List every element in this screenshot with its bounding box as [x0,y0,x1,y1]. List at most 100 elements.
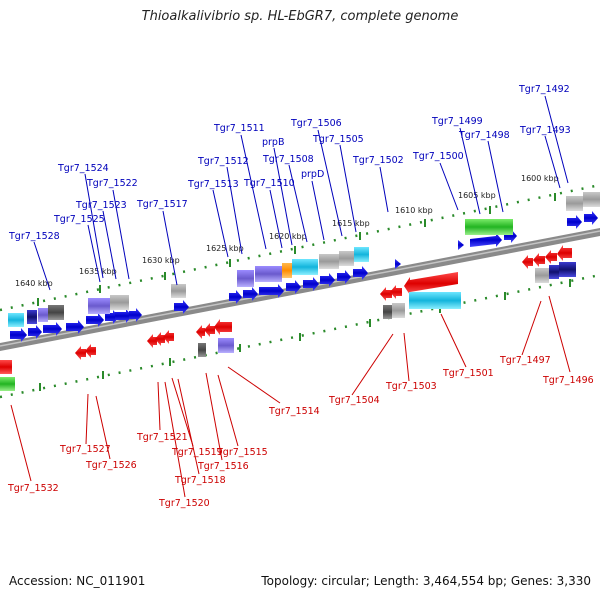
forward-gene-arrow[interactable] [567,215,582,229]
gene-label[interactable]: Tgr7_1511 [213,123,265,134]
gene-label[interactable]: Tgr7_1504 [328,395,380,406]
feature-box[interactable] [566,196,583,211]
feature-box[interactable] [8,313,24,327]
feature-box[interactable] [0,377,15,391]
gene-label[interactable]: Tgr7_1496 [542,375,594,386]
gene-label[interactable]: Tgr7_1514 [268,406,320,417]
feature-box[interactable] [319,254,339,269]
gene-label[interactable]: Tgr7_1526 [85,460,137,471]
reverse-gene-arrow[interactable] [204,323,215,337]
forward-gene-arrow[interactable] [174,300,189,314]
forward-gene-arrow[interactable] [584,211,598,225]
feature-box[interactable] [255,266,282,282]
gene-label[interactable]: Tgr7_1512 [197,156,249,167]
gene-label[interactable]: Tgr7_1505 [312,134,364,145]
feature-box[interactable] [549,265,559,279]
feature-box[interactable] [559,262,576,277]
forward-gene-arrow[interactable] [66,320,84,334]
forward-gene-arrow[interactable] [286,280,301,294]
forward-gene-arrow[interactable] [303,277,319,291]
feature-box[interactable] [171,284,186,298]
gene-label[interactable]: Tgr7_1528 [8,231,60,242]
gene-label[interactable]: Tgr7_1525 [53,214,105,225]
reverse-gene-arrow[interactable] [0,360,12,374]
reverse-gene-arrow[interactable] [147,334,157,348]
forward-gene-arrow[interactable] [229,290,242,304]
feature-box[interactable] [292,259,318,275]
gene-label[interactable]: Tgr7_1517 [136,199,188,210]
forward-gene-arrow[interactable] [470,233,502,247]
feature-box[interactable] [198,343,206,357]
feature-box[interactable] [88,298,110,314]
gene-label[interactable]: Tgr7_1519 [171,447,223,458]
feature-box[interactable] [383,305,392,319]
reverse-gene-arrow[interactable] [155,332,165,346]
feature-box[interactable] [392,303,405,318]
gene-label[interactable]: Tgr7_1506 [290,118,342,129]
feature-box[interactable] [237,270,254,287]
gene-label[interactable]: Tgr7_1516 [197,461,249,472]
reverse-gene-arrow[interactable] [533,253,545,267]
gene-label[interactable]: Tgr7_1498 [458,130,510,141]
reverse-gene-arrow[interactable] [404,272,458,295]
forward-gene-arrow[interactable] [43,322,62,336]
gene-label[interactable]: Tgr7_1492 [518,84,570,95]
gene-label[interactable]: Tgr7_1508 [262,154,314,165]
gene-label[interactable]: Tgr7_1502 [352,155,404,166]
feature-box[interactable] [354,247,369,262]
feature-box[interactable] [282,263,292,278]
reverse-gene-arrow[interactable] [545,250,557,264]
forward-gene-arrow[interactable] [243,287,258,301]
feature-box[interactable] [339,251,354,266]
forward-gene-arrow[interactable] [259,284,284,298]
forward-gene-arrow[interactable] [86,313,104,327]
gene-label[interactable]: prpB [262,137,284,148]
forward-gene-arrow[interactable] [395,259,401,269]
gene-label[interactable]: Tgr7_1515 [216,447,268,458]
feature-box[interactable] [535,268,549,283]
forward-genes [10,211,598,342]
reverse-gene-arrow[interactable] [557,245,572,261]
reverse-gene-arrow[interactable] [214,319,232,335]
gene-label[interactable]: Tgr7_1510 [243,178,295,189]
gene-label[interactable]: Tgr7_1500 [412,151,464,162]
gene-label[interactable]: Tgr7_1518 [174,475,226,486]
reverse-gene-arrow[interactable] [163,330,174,344]
gene-label[interactable]: Tgr7_1522 [86,178,138,189]
gene-label[interactable]: Tgr7_1503 [385,381,437,392]
reverse-gene-arrow[interactable] [380,287,392,301]
gene-label[interactable]: Tgr7_1513 [187,179,239,190]
gene-label[interactable]: Tgr7_1527 [59,444,111,455]
gene-label[interactable]: Tgr7_1493 [519,125,571,136]
forward-gene-arrow[interactable] [337,270,351,284]
reverse-gene-arrow[interactable] [85,344,96,358]
gene-label[interactable]: Tgr7_1523 [75,200,127,211]
feature-box[interactable] [218,338,234,353]
feature-box[interactable] [409,292,461,309]
forward-gene-arrow[interactable] [10,328,27,342]
reverse-gene-arrow[interactable] [196,325,205,339]
reverse-gene-arrow[interactable] [75,346,86,360]
gene-label[interactable]: Tgr7_1524 [57,163,109,174]
feature-box[interactable] [465,219,513,235]
gene-label[interactable]: Tgr7_1532 [7,483,59,494]
feature-box[interactable] [583,192,600,207]
gene-label[interactable]: Tgr7_1497 [499,355,551,366]
forward-gene-arrow[interactable] [458,240,464,250]
forward-gene-arrow[interactable] [129,308,142,322]
gene-label[interactable]: Tgr7_1521 [136,432,188,443]
feature-box[interactable] [38,308,48,322]
reverse-gene-arrow[interactable] [390,285,402,299]
forward-gene-arrow[interactable] [320,273,335,287]
forward-gene-arrow[interactable] [28,325,42,339]
gene-label[interactable]: Tgr7_1501 [442,368,494,379]
feature-box[interactable] [48,305,64,320]
forward-gene-arrow[interactable] [353,266,368,280]
gene-label[interactable]: prpD [301,169,324,180]
gene-label[interactable]: Tgr7_1499 [431,116,483,127]
reverse-gene-arrow[interactable] [522,255,533,269]
gene-label[interactable]: Tgr7_1520 [158,498,210,509]
forward-gene-arrow[interactable] [115,309,132,323]
feature-box[interactable] [27,310,37,324]
feature-box[interactable] [110,295,129,310]
